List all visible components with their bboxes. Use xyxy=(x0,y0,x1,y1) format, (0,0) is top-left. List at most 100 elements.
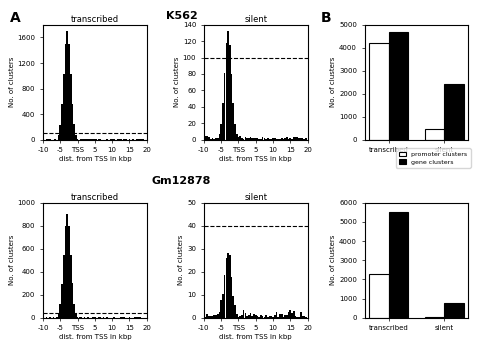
Bar xyxy=(206,137,208,139)
Text: A: A xyxy=(10,11,20,25)
Bar xyxy=(238,137,239,139)
Bar xyxy=(217,138,218,139)
X-axis label: dist. from TSS in kbp: dist. from TSS in kbp xyxy=(219,334,292,340)
Bar xyxy=(75,313,76,318)
Bar xyxy=(208,316,210,318)
Bar xyxy=(72,283,73,318)
Bar xyxy=(226,258,227,318)
Bar xyxy=(445,303,464,318)
Bar xyxy=(73,125,75,139)
Bar xyxy=(282,317,284,318)
Bar xyxy=(205,136,206,139)
Bar xyxy=(262,137,263,139)
Bar xyxy=(70,73,72,139)
Bar xyxy=(229,45,230,139)
Y-axis label: No. of clusters: No. of clusters xyxy=(9,57,15,107)
Bar xyxy=(269,316,271,318)
Bar xyxy=(231,277,232,318)
Bar xyxy=(250,313,251,318)
Y-axis label: No. of clusters: No. of clusters xyxy=(330,235,336,286)
Bar xyxy=(63,255,65,318)
X-axis label: dist. from TSS in kbp: dist. from TSS in kbp xyxy=(59,156,131,162)
Bar xyxy=(263,317,265,318)
Bar xyxy=(212,138,213,139)
Bar xyxy=(369,274,389,318)
Bar xyxy=(139,317,141,318)
Text: K562: K562 xyxy=(166,11,197,20)
Bar xyxy=(245,313,246,318)
Bar xyxy=(250,137,251,139)
Bar xyxy=(65,226,66,318)
Bar xyxy=(210,316,212,318)
Bar xyxy=(231,74,232,139)
Bar xyxy=(290,310,291,318)
Bar xyxy=(267,138,269,139)
Bar xyxy=(248,138,250,139)
Bar xyxy=(203,316,205,318)
Bar xyxy=(258,317,260,318)
Bar xyxy=(286,137,288,139)
Bar xyxy=(222,294,224,318)
Bar xyxy=(234,124,236,139)
Bar xyxy=(302,138,303,139)
Bar xyxy=(84,317,86,318)
Bar xyxy=(234,305,236,318)
Bar xyxy=(58,313,59,318)
Bar xyxy=(129,317,130,318)
X-axis label: dist. from TSS in kbp: dist. from TSS in kbp xyxy=(219,156,292,162)
Bar xyxy=(218,134,220,139)
Bar xyxy=(68,226,70,318)
Bar xyxy=(236,134,238,139)
Bar xyxy=(66,31,68,139)
Bar xyxy=(300,138,302,139)
Bar xyxy=(255,138,257,139)
Bar xyxy=(243,311,244,318)
Bar xyxy=(281,138,282,139)
Bar xyxy=(369,43,389,139)
Title: transcribed: transcribed xyxy=(71,193,119,202)
Title: transcribed: transcribed xyxy=(71,15,119,24)
Bar xyxy=(251,138,253,139)
Bar xyxy=(238,317,239,318)
Bar xyxy=(134,317,135,318)
Bar xyxy=(212,316,213,318)
Bar xyxy=(425,317,445,318)
Y-axis label: No. of clusters: No. of clusters xyxy=(174,57,180,107)
Bar xyxy=(73,304,75,318)
Bar xyxy=(255,315,257,318)
Bar xyxy=(205,317,206,318)
Bar xyxy=(296,317,298,318)
Bar xyxy=(227,253,229,318)
Bar xyxy=(263,138,265,139)
Bar xyxy=(213,316,215,318)
Bar xyxy=(274,138,276,139)
Bar xyxy=(257,138,258,139)
Bar xyxy=(293,137,294,139)
Bar xyxy=(66,214,68,318)
Bar xyxy=(251,316,253,318)
Bar xyxy=(294,137,296,139)
Bar xyxy=(276,312,277,318)
Bar xyxy=(70,255,72,318)
Bar xyxy=(265,315,267,318)
Bar xyxy=(302,316,303,318)
Bar xyxy=(253,314,255,318)
Bar xyxy=(288,312,289,318)
Bar xyxy=(123,317,125,318)
Bar xyxy=(59,304,61,318)
X-axis label: dist. from TSS in kbp: dist. from TSS in kbp xyxy=(59,334,131,340)
Bar xyxy=(208,137,210,139)
Bar xyxy=(272,138,274,139)
Bar xyxy=(257,316,258,318)
Bar xyxy=(260,315,262,318)
Bar xyxy=(220,300,222,318)
Bar xyxy=(284,138,286,139)
Bar xyxy=(272,317,274,318)
Bar xyxy=(63,74,65,139)
Bar xyxy=(61,104,63,139)
Bar xyxy=(94,317,96,318)
Text: B: B xyxy=(320,11,331,25)
Bar xyxy=(203,138,205,139)
Y-axis label: No. of clusters: No. of clusters xyxy=(330,57,336,107)
Bar xyxy=(291,138,293,139)
